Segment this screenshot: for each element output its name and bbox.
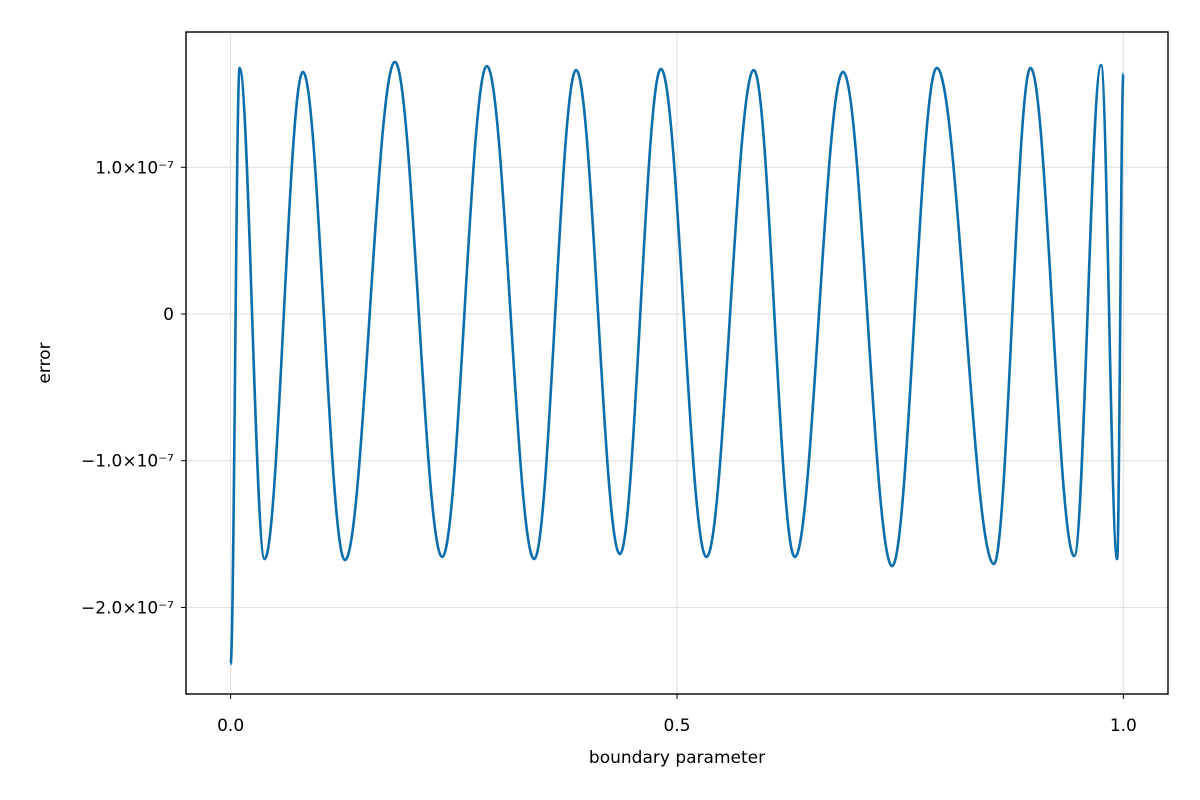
y-tick-label: −1.0×10⁻⁷ — [81, 452, 174, 472]
x-axis-label: boundary parameter — [589, 748, 765, 768]
y-tick-label: 0 — [163, 305, 174, 325]
y-tick-label: −2.0×10⁻⁷ — [81, 598, 174, 618]
y-axis-label: error — [35, 342, 55, 383]
x-tick-label: 0.0 — [217, 716, 244, 736]
x-tick-label: 1.0 — [1110, 716, 1137, 736]
x-tick-label: 0.5 — [663, 716, 690, 736]
data-line — [229, 60, 1125, 666]
y-tick-label: 1.0×10⁻⁷ — [95, 158, 174, 178]
plot-frame — [185, 31, 1169, 695]
